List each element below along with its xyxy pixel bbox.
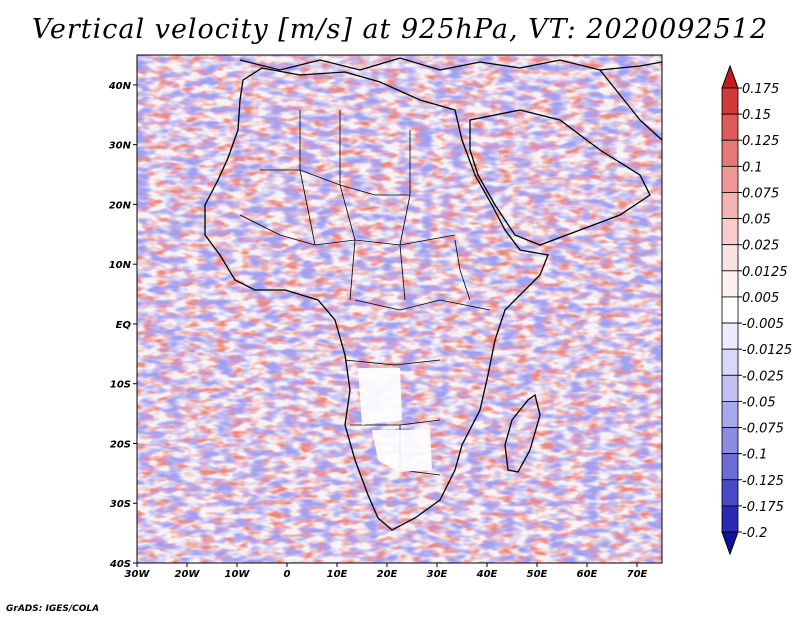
lon-tick-label: 40E: [476, 569, 498, 580]
lat-tick-label: 10N: [109, 260, 132, 271]
colorbar-swatch: [721, 139, 739, 167]
colorbar-swatch: [721, 113, 739, 141]
arabia-coastline: [469, 109, 651, 246]
lat-tick-label: 40S: [109, 559, 131, 570]
lat-tick-label: 40N: [108, 81, 132, 92]
grads-credit: GrADS: IGES/COLA: [6, 604, 100, 614]
colorbar-swatch: [721, 427, 739, 455]
lat-tick-label: 20N: [109, 200, 132, 211]
colorbar-label: 0.05: [742, 213, 771, 228]
lon-tick-label: 60E: [577, 569, 598, 580]
lon-tick-label: 20W: [175, 569, 201, 580]
colorbar-swatch: [721, 348, 739, 376]
lon-tick-label: 50E: [527, 569, 548, 580]
colorbar-swatch: [721, 296, 739, 324]
colorbar-label: -0.05: [742, 395, 776, 410]
map-plot-area: [136, 54, 663, 564]
madagascar-coastline: [504, 393, 541, 473]
lon-tick-label: 10E: [327, 569, 348, 580]
colorbar-swatch: [721, 401, 739, 428]
colorbar-label: 0.075: [742, 186, 779, 201]
colorbar-label: 0.025: [742, 239, 779, 254]
colorbar-label: 0.005: [742, 291, 779, 306]
lon-tick-label: 10W: [225, 569, 251, 580]
colorbar-label: -0.0125: [742, 343, 792, 358]
colorbar-label: -0.1: [742, 448, 767, 463]
colorbar-swatch: [721, 322, 739, 350]
colorbar-swatch: [721, 87, 739, 115]
lat-tick-label: EQ: [116, 320, 132, 331]
lat-tick-label: 30S: [110, 499, 131, 510]
colorbar-top-arrow: [721, 64, 739, 89]
colorbar-label: 0.1: [742, 160, 763, 175]
lat-axis: 40N 30N 20N 10N EQ 10S 20S 30S 40S: [108, 81, 137, 570]
lat-tick-label: 30N: [109, 141, 132, 152]
colorbar-swatch: [721, 270, 739, 298]
colorbar-label: -0.2: [742, 526, 767, 541]
lon-axis: 30W 20W 10W 0 10E 20E 30E 40E 50E 60E 70E: [125, 563, 648, 580]
colorbar-swatch: [721, 165, 739, 193]
colorbar-swatch: [721, 374, 739, 402]
colorbar-label: -0.005: [742, 317, 784, 332]
colorbar-label: -0.025: [742, 369, 784, 384]
colorbar-label: 0.125: [742, 134, 779, 149]
country-borders: [239, 110, 491, 476]
map-figure: 30W 20W 10W 0 10E 20E 30E 40E 50E 60E 70E 40N 30N 20…: [108, 54, 792, 580]
africa-coastline: [204, 67, 549, 531]
coastlines: [204, 57, 662, 531]
colorbar-swatch: [721, 244, 739, 272]
lon-tick-label: 30E: [427, 569, 448, 580]
colorbar-label: 0.0125: [742, 265, 788, 280]
colorbar-bottom-arrow: [721, 531, 739, 556]
colorbar-swatch: [721, 505, 739, 533]
colorbar-swatch: [721, 218, 739, 246]
colorbar-label: -0.125: [742, 474, 784, 489]
colorbar-label: -0.175: [742, 500, 784, 515]
lat-tick-label: 20S: [110, 439, 131, 450]
colorbar: 0.175 0.15 0.125 0.1 0.075 0.05 0.025 0.0125 0.0…: [721, 64, 792, 556]
lon-tick-label: 30W: [125, 569, 151, 580]
lon-tick-label: 70E: [627, 569, 648, 580]
map-title: Vertical velocity [m/s] at 925hPa, VT: 2…: [31, 14, 769, 45]
land-patches: [358, 368, 432, 472]
plot-frame: [136, 54, 663, 564]
colorbar-label: -0.075: [742, 422, 784, 437]
colorbar-swatch: [721, 453, 739, 481]
colorbar-label: 0.175: [742, 82, 779, 97]
colorbar-label: 0.15: [742, 108, 771, 123]
europe-coastline: [239, 57, 662, 71]
colorbar-swatch: [721, 479, 739, 507]
lat-tick-label: 10S: [110, 380, 131, 391]
lon-tick-label: 20E: [377, 569, 398, 580]
colorbar-swatch: [721, 192, 739, 219]
lon-tick-label: 0: [284, 569, 291, 580]
